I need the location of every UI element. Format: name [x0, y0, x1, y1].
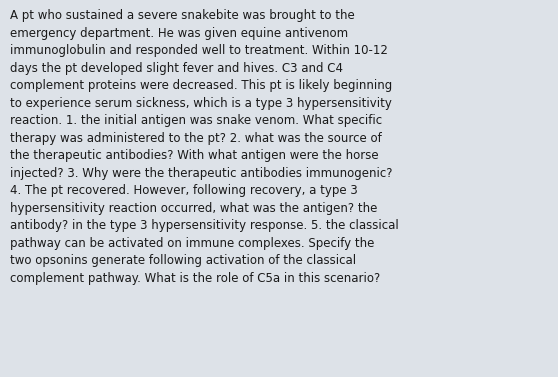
Text: A pt who sustained a severe snakebite was brought to the
emergency department. H: A pt who sustained a severe snakebite wa…	[10, 9, 399, 285]
